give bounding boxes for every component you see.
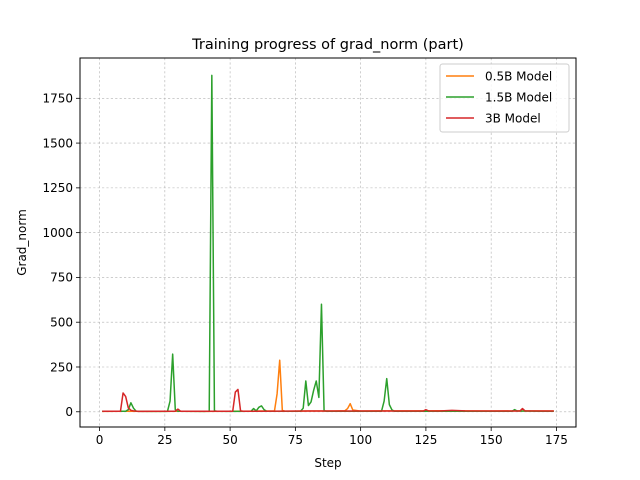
- chart-title: Training progress of grad_norm (part): [191, 37, 464, 53]
- x-axis-title: Step: [314, 456, 341, 470]
- x-tick-label: 25: [157, 433, 172, 447]
- y-tick-label: 1750: [42, 92, 73, 106]
- legend-label: 1.5B Model: [485, 90, 552, 104]
- y-tick-label: 1250: [42, 181, 73, 195]
- x-tick-label: 125: [414, 433, 437, 447]
- y-axis-title: Grad_norm: [15, 209, 29, 276]
- y-tick-label: 0: [65, 405, 73, 419]
- legend-label: 3B Model: [485, 111, 541, 125]
- legend-label: 0.5B Model: [485, 69, 552, 83]
- series-line-2: [102, 388, 554, 413]
- x-tick-label: 100: [349, 433, 372, 447]
- y-axis-ticks: 0 250 500 750 1000 1250 1500 1750: [42, 92, 80, 419]
- plot-frame: [79, 57, 577, 428]
- series-lines: [102, 74, 554, 413]
- x-tick-label: 175: [545, 433, 568, 447]
- y-tick-label: 250: [50, 360, 73, 374]
- legend: 0.5B Model 1.5B Model 3B Model: [439, 63, 570, 133]
- y-tick-label: 750: [50, 271, 73, 285]
- x-tick-label: 75: [288, 433, 303, 447]
- y-tick-label: 500: [50, 316, 73, 330]
- x-tick-label: 150: [480, 433, 503, 447]
- x-tick-label: 50: [222, 433, 237, 447]
- x-axis-ticks: 0 25 50 75 100 125 150 175: [96, 427, 568, 447]
- y-tick-label: 1500: [42, 136, 73, 150]
- x-tick-label: 0: [96, 433, 104, 447]
- legend-box: [439, 63, 570, 133]
- y-tick-label: 1000: [42, 226, 73, 240]
